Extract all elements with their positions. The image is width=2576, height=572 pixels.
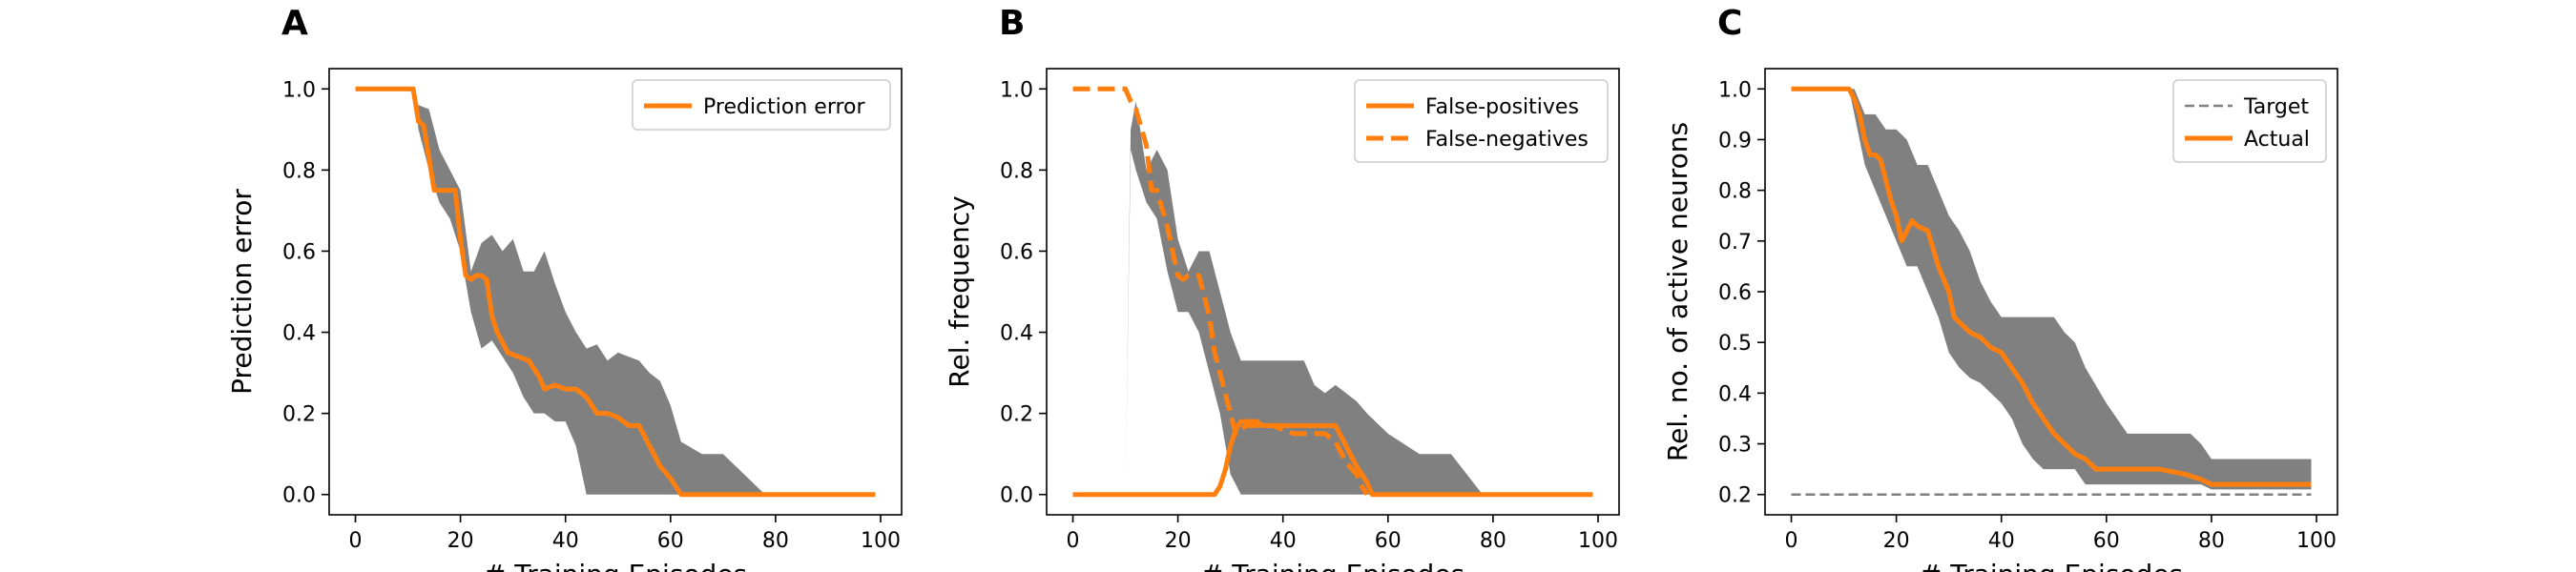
x-tick-label: 40 xyxy=(552,529,579,553)
series-line-0 xyxy=(355,86,876,498)
x-tick-label: 40 xyxy=(1270,529,1297,553)
y-tick-label: 0.2 xyxy=(1000,403,1033,427)
x-tick-label: 100 xyxy=(2296,529,2337,553)
x-tick-label: 20 xyxy=(447,529,474,553)
series-line-1 xyxy=(1072,86,1369,497)
panel-c: C 0 20 40 60 80 100 0.2 0.3 0.4 0.5 0.6 0.7 0.8 0.9 1.0… xyxy=(1662,4,2338,572)
x-tick-label: 0 xyxy=(1785,529,1798,553)
legend-label: False-negatives xyxy=(1425,128,1589,152)
y-tick-label: 0.2 xyxy=(1718,484,1752,508)
series-line-0 xyxy=(1072,419,1593,498)
x-tick-label: 0 xyxy=(1067,529,1080,553)
legend: Prediction error xyxy=(632,79,891,131)
y-tick-label: 0.3 xyxy=(1718,434,1752,458)
x-tick-label: 100 xyxy=(1578,529,1618,553)
y-axis-label: Prediction error xyxy=(226,189,258,395)
legend-box xyxy=(1354,79,1609,163)
y-tick-label: 0.4 xyxy=(1000,322,1033,346)
series-line-1 xyxy=(1791,86,2312,487)
legend-label: Actual xyxy=(2244,128,2310,152)
std-band xyxy=(1791,89,2312,490)
x-axis-label: # Training Episodes xyxy=(484,559,747,572)
legend-label: Prediction error xyxy=(703,95,865,119)
x-tick-label: 60 xyxy=(657,529,684,553)
y-tick-label: 0.9 xyxy=(1718,129,1752,153)
x-tick-label: 40 xyxy=(1988,529,2015,553)
x-tick-label: 0 xyxy=(349,529,363,553)
y-tick-label: 0.7 xyxy=(1718,231,1752,255)
x-tick-label: 20 xyxy=(1165,529,1192,553)
y-axis-label: Rel. frequency xyxy=(944,195,975,387)
y-tick-label: 0.6 xyxy=(1000,240,1033,264)
axes-frame xyxy=(328,68,903,516)
y-axis-label: Rel. no. of active neurons xyxy=(1662,122,1693,461)
y-tick-label: 0.4 xyxy=(1718,382,1752,406)
x-tick-label: 60 xyxy=(2093,529,2120,553)
legend-box xyxy=(2172,79,2327,163)
x-tick-label: 20 xyxy=(1883,529,1910,553)
axes-frame xyxy=(1046,68,1620,516)
y-tick-label: 0.0 xyxy=(282,484,316,508)
legend-box xyxy=(632,79,891,131)
y-tick-label: 1.0 xyxy=(282,78,316,102)
y-tick-label: 0.4 xyxy=(282,322,316,346)
y-tick-label: 1.0 xyxy=(1718,78,1752,102)
x-axis-label: # Training Episodes xyxy=(1201,559,1465,572)
x-tick-label: 80 xyxy=(762,529,789,553)
x-tick-label: 100 xyxy=(861,529,901,553)
y-tick-label: 0.6 xyxy=(282,240,316,264)
panel-b: B 0 20 40 60 80 100 0.0 0.2 0.4 0.6 0.8 1.0 # Trainin… xyxy=(944,4,1620,572)
legend-label: Target xyxy=(2243,95,2309,119)
legend: False-positives False-negatives xyxy=(1354,79,1609,163)
panel-letter: A xyxy=(281,4,308,43)
y-tick-label: 1.0 xyxy=(1000,78,1033,102)
x-tick-label: 80 xyxy=(2198,529,2225,553)
y-tick-label: 0.6 xyxy=(1718,281,1752,305)
x-tick-label: 80 xyxy=(1480,529,1506,553)
panel-letter: B xyxy=(999,4,1025,43)
panel-letter: C xyxy=(1717,4,1742,43)
std-band xyxy=(355,89,876,495)
y-tick-label: 0.8 xyxy=(1718,180,1752,204)
x-tick-label: 60 xyxy=(1375,529,1402,553)
std-band xyxy=(1072,101,1593,495)
panel-a: A 0 20 40 60 80 100 0.0 0.2 0.4 0.6 0.8 1.0 # Trainin… xyxy=(226,4,903,572)
y-tick-label: 0.0 xyxy=(1000,484,1033,508)
y-tick-label: 0.2 xyxy=(282,403,316,427)
y-tick-label: 0.5 xyxy=(1718,332,1752,356)
y-tick-label: 0.8 xyxy=(282,159,316,183)
y-tick-label: 0.8 xyxy=(1000,159,1033,183)
x-axis-label: # Training Episodes xyxy=(1920,559,2183,572)
legend: Target Actual xyxy=(2172,79,2327,163)
legend-label: False-positives xyxy=(1425,95,1579,119)
